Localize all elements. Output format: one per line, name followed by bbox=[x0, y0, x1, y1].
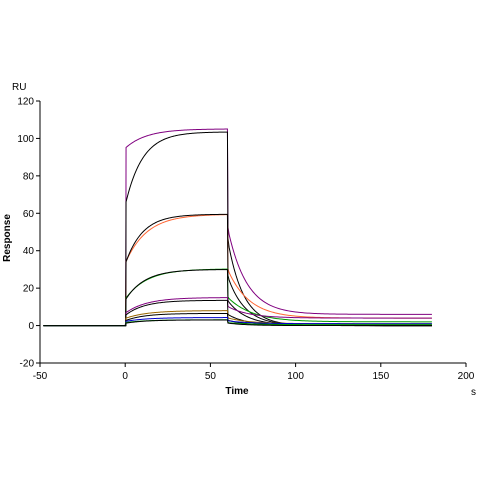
series-curve bbox=[43, 128, 432, 327]
y-unit-label: RU bbox=[12, 82, 26, 93]
series-curve bbox=[43, 213, 432, 327]
y-tick-label: 80 bbox=[23, 171, 35, 182]
y-tick-label: -20 bbox=[20, 359, 35, 370]
y-tick-label: 60 bbox=[23, 209, 35, 220]
y-ticks: -20 0 20 40 60 80 100 120 bbox=[17, 97, 40, 370]
series-curve bbox=[43, 317, 432, 327]
x-ticks: -50 0 50 100 150 200 bbox=[33, 363, 475, 382]
series-curve bbox=[43, 214, 432, 327]
x-unit-label: s bbox=[471, 387, 476, 398]
x-tick-label: 100 bbox=[287, 371, 304, 382]
axes bbox=[39, 101, 466, 364]
series-curve bbox=[43, 131, 432, 327]
x-tick-label: 150 bbox=[372, 371, 389, 382]
y-tick-label: 20 bbox=[23, 284, 35, 295]
x-tick-label: 50 bbox=[205, 371, 217, 382]
x-axis-title: Time bbox=[225, 386, 249, 397]
curves bbox=[43, 128, 432, 327]
y-tick-label: 120 bbox=[17, 97, 34, 108]
y-tick-label: 100 bbox=[17, 134, 34, 145]
y-axis-title: Response bbox=[2, 214, 13, 262]
series-curve bbox=[43, 297, 432, 327]
x-tick-label: -50 bbox=[33, 371, 48, 382]
y-tick-label: 40 bbox=[23, 246, 35, 257]
y-tick-label: 0 bbox=[28, 321, 34, 332]
x-tick-label: 0 bbox=[122, 371, 128, 382]
series-curve bbox=[43, 319, 432, 327]
x-tick-label: 200 bbox=[458, 371, 475, 382]
